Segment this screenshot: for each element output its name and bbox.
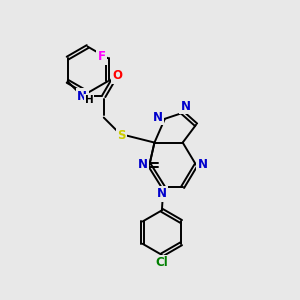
- Text: N: N: [152, 111, 162, 124]
- Text: N: N: [198, 158, 208, 171]
- Text: N: N: [181, 100, 191, 113]
- Text: H: H: [85, 95, 93, 105]
- Text: O: O: [113, 70, 123, 83]
- Text: Cl: Cl: [155, 256, 168, 269]
- Text: F: F: [98, 50, 106, 63]
- Text: N: N: [77, 90, 87, 103]
- Text: S: S: [117, 129, 126, 142]
- Text: N: N: [157, 187, 167, 200]
- Text: N: N: [138, 158, 148, 171]
